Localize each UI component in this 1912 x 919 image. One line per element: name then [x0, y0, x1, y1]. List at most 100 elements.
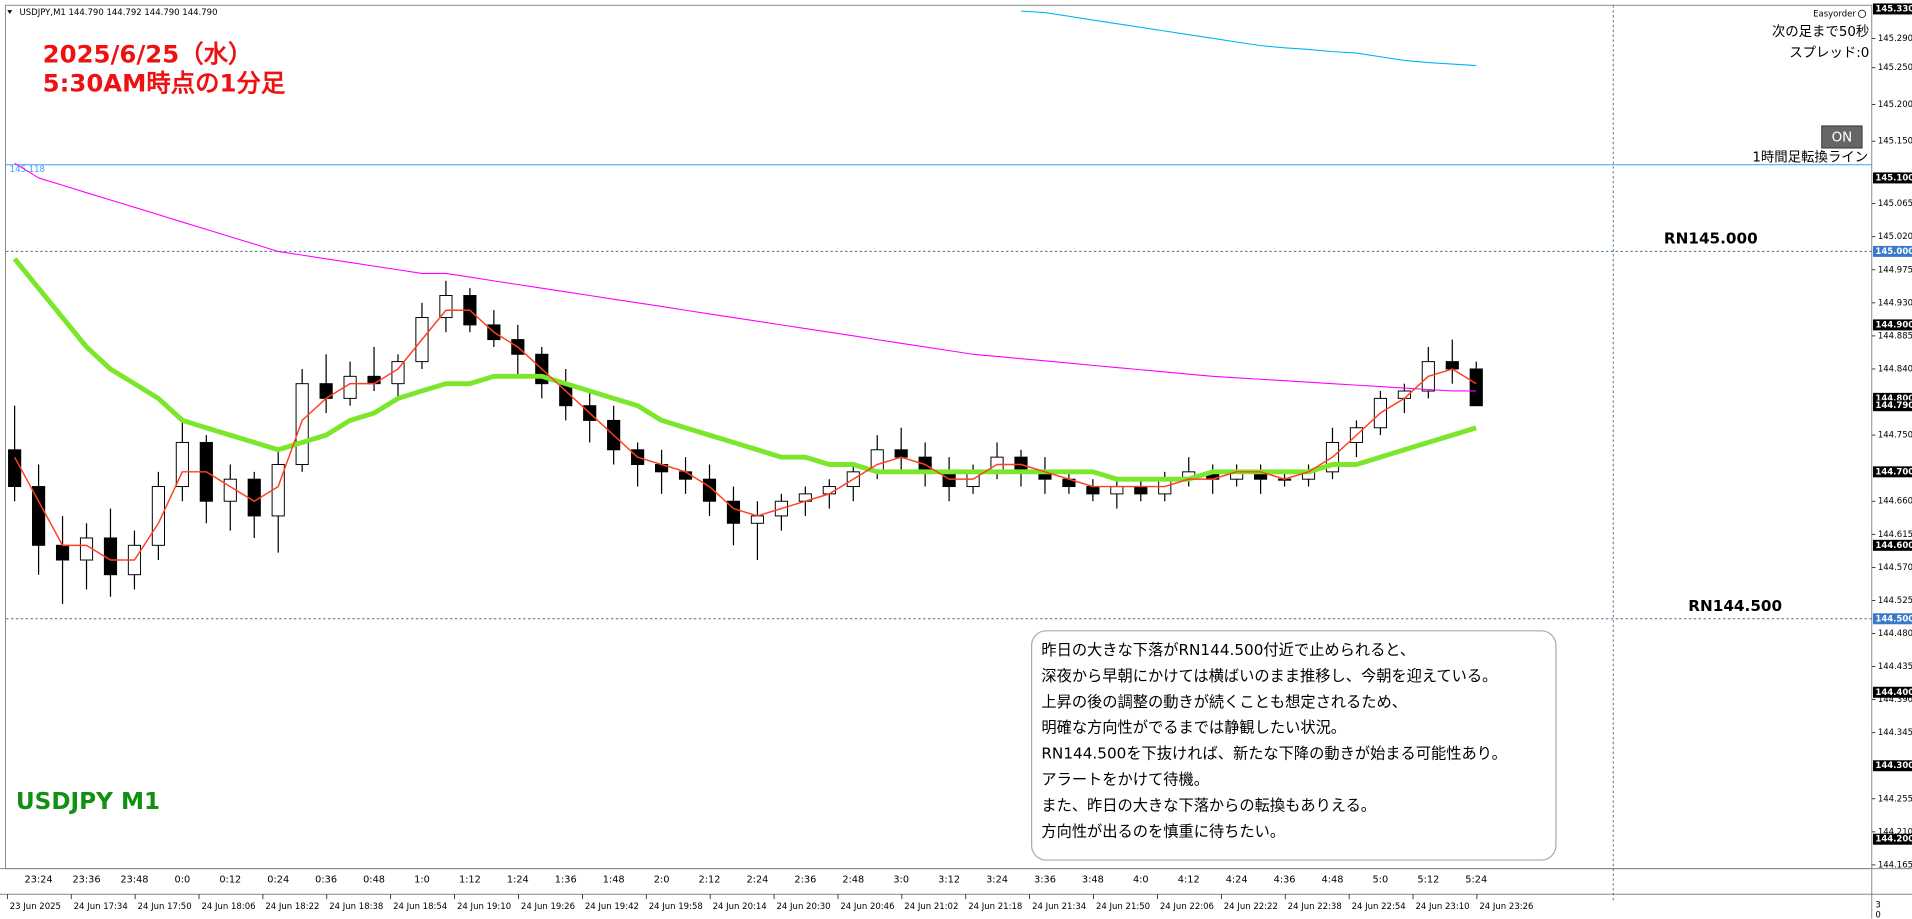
x-tick-label: 1:12 — [459, 875, 481, 886]
date-label: 24 Jun 21:18 — [968, 902, 1022, 912]
date-label: 24 Jun 21:02 — [904, 902, 958, 912]
y-tick-label: 144.525 — [1878, 596, 1912, 606]
date-label: 23 Jun 2025 — [10, 902, 61, 912]
candle-body — [8, 449, 22, 488]
menu-triangle — [7, 10, 13, 14]
date-label: 24 Jun 22:54 — [1352, 902, 1406, 912]
candle-body — [1110, 486, 1124, 495]
candle-body — [678, 471, 693, 480]
indicator-line — [14, 162, 1477, 392]
y-tick-label: 145.020 — [1878, 232, 1912, 242]
y-tick-label: 144.435 — [1878, 662, 1912, 672]
candle-body — [1086, 486, 1100, 495]
x-tick-label: 3:0 — [893, 875, 909, 886]
date-label: 24 Jun 22:38 — [1288, 902, 1342, 912]
price-marker — [1872, 172, 1912, 184]
candle-body — [1134, 486, 1148, 495]
y-tick-label: 144.165 — [1878, 860, 1912, 870]
candle-body — [439, 295, 453, 319]
price-marker — [1872, 245, 1912, 257]
comment-line: 上昇の後の調整の動きが続くことも想定されるため、 — [1041, 693, 1407, 711]
x-tick-label: 4:0 — [1133, 875, 1149, 886]
candle-body — [151, 486, 165, 546]
subwindow-scale: 0 — [1875, 910, 1880, 919]
x-tick-label: 23:36 — [72, 875, 100, 886]
date-label: 24 Jun 19:58 — [649, 902, 703, 912]
date-label: 24 Jun 20:46 — [840, 902, 894, 912]
price-marker — [1872, 539, 1912, 551]
spread: スプレッド:0 — [1789, 45, 1869, 61]
on-button-label[interactable]: ON — [1832, 131, 1853, 146]
line-label: RN144.500 — [1688, 597, 1782, 615]
x-tick-label: 4:24 — [1226, 875, 1248, 886]
price-marker-label: 144.900 — [1875, 320, 1912, 330]
price-marker — [1872, 760, 1912, 772]
y-tick-label: 145.150 — [1878, 137, 1912, 147]
candle-body — [79, 537, 94, 561]
candle-body — [391, 361, 405, 385]
on-button[interactable] — [1821, 125, 1863, 149]
y-tick-label: 144.660 — [1878, 497, 1912, 507]
date-label: 24 Jun 23:10 — [1415, 902, 1469, 912]
price-marker — [1872, 392, 1912, 404]
x-tick-label: 1:24 — [507, 875, 529, 886]
candle-body — [271, 464, 285, 517]
y-tick-label: 145.065 — [1878, 199, 1912, 209]
date-label: 24 Jun 19:10 — [457, 902, 511, 912]
candle-body — [726, 500, 741, 524]
x-tick-label: 4:36 — [1274, 875, 1296, 886]
date-label: 24 Jun 18:22 — [265, 902, 319, 912]
price-marker — [1872, 400, 1912, 412]
x-tick-label: 2:12 — [699, 875, 721, 886]
price-marker — [1872, 319, 1912, 331]
x-tick-label: 5:24 — [1465, 875, 1487, 886]
countdown: 次の足まで50秒 — [1772, 24, 1870, 40]
date-label: 24 Jun 19:26 — [521, 902, 575, 912]
x-tick-label: 3:48 — [1082, 875, 1104, 886]
candle-body — [343, 375, 357, 399]
candle-body — [822, 486, 836, 495]
y-tick-label: 144.615 — [1878, 530, 1912, 540]
date-label: 24 Jun 21:34 — [1032, 902, 1086, 912]
price-marker — [1872, 833, 1912, 845]
y-tick-label: 144.570 — [1878, 563, 1912, 573]
symbol-header: USDJPY,M1 144.790 144.792 144.790 144.79… — [20, 8, 218, 18]
x-tick-label: 4:48 — [1322, 875, 1344, 886]
price-marker-label: 144.200 — [1875, 835, 1912, 845]
date-label: 24 Jun 18:54 — [393, 902, 447, 912]
y-tick-label: 144.975 — [1878, 265, 1912, 275]
y-tick-label: 144.885 — [1878, 331, 1912, 341]
candle-body — [32, 486, 46, 546]
candle-body — [223, 478, 237, 502]
annotation-title: 5:30AM時点の1分足 — [43, 69, 286, 98]
line-price: 145.118 — [10, 165, 45, 175]
date-label: 24 Jun 22:06 — [1160, 902, 1214, 912]
price-marker-label: 145.000 — [1875, 247, 1912, 257]
date-label: 24 Jun 17:34 — [74, 902, 128, 912]
candle-body — [295, 383, 309, 465]
price-marker-label: 144.700 — [1875, 467, 1912, 477]
x-tick-label: 3:36 — [1034, 875, 1056, 886]
y-tick-label: 144.255 — [1878, 794, 1912, 804]
price-marker — [1872, 613, 1912, 625]
x-tick-label: 2:0 — [654, 875, 670, 886]
x-tick-label: 0:12 — [219, 875, 241, 886]
price-marker — [1872, 686, 1912, 698]
comment-line: アラートをかけて待機。 — [1041, 771, 1209, 789]
y-tick-label: 144.480 — [1878, 629, 1912, 639]
x-tick-label: 5:0 — [1373, 875, 1389, 886]
price-marker-label: 144.500 — [1875, 614, 1912, 624]
y-tick-label: 144.345 — [1878, 728, 1912, 738]
date-label: 24 Jun 22:22 — [1224, 902, 1278, 912]
date-label: 24 Jun 23:26 — [1479, 902, 1533, 912]
x-tick-label: 2:24 — [746, 875, 768, 886]
y-tick-label: 145.250 — [1878, 63, 1912, 73]
price-marker-label: 144.790 — [1875, 401, 1912, 411]
x-tick-label: 0:48 — [363, 875, 385, 886]
indicator-line — [12, 257, 1477, 482]
x-tick-label: 3:24 — [986, 875, 1008, 886]
candle-body — [247, 478, 261, 517]
comment-line: 明確な方向性がでるまでは静観したい状況。 — [1041, 719, 1346, 737]
x-tick-label: 3:12 — [938, 875, 960, 886]
